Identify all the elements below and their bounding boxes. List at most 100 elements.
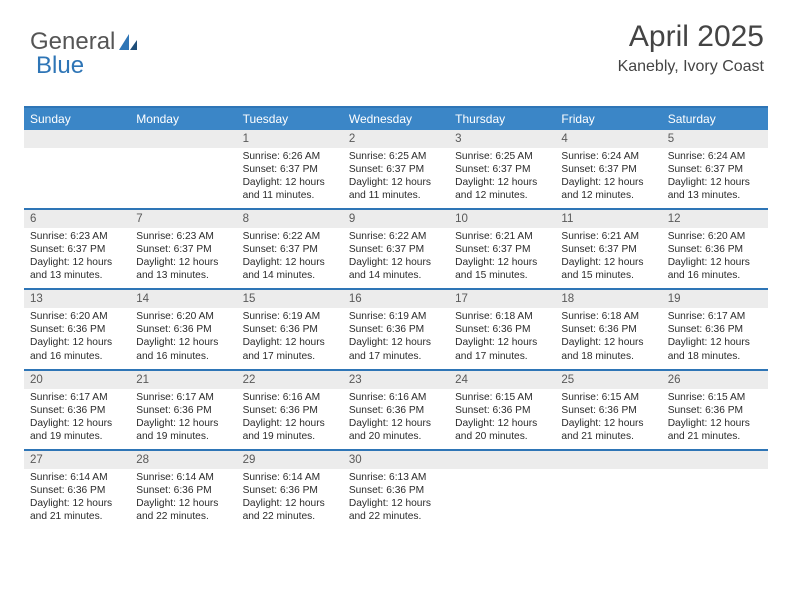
- daylight-text: Daylight: 12 hours and 16 minutes.: [30, 336, 124, 362]
- day-body: Sunrise: 6:19 AMSunset: 6:36 PMDaylight:…: [343, 308, 449, 368]
- sunrise-text: Sunrise: 6:25 AM: [349, 150, 443, 163]
- calendar-day-cell: [555, 451, 661, 529]
- day-number: 29: [237, 451, 343, 469]
- sunset-text: Sunset: 6:37 PM: [455, 243, 549, 256]
- calendar-day-cell: 7Sunrise: 6:23 AMSunset: 6:37 PMDaylight…: [130, 210, 236, 288]
- day-number: 11: [555, 210, 661, 228]
- sunset-text: Sunset: 6:36 PM: [30, 404, 124, 417]
- sunset-text: Sunset: 6:36 PM: [30, 484, 124, 497]
- calendar-table: Sunday Monday Tuesday Wednesday Thursday…: [24, 106, 768, 529]
- daylight-text: Daylight: 12 hours and 16 minutes.: [136, 336, 230, 362]
- day-body: Sunrise: 6:20 AMSunset: 6:36 PMDaylight:…: [662, 228, 768, 288]
- daylight-text: Daylight: 12 hours and 13 minutes.: [30, 256, 124, 282]
- daylight-text: Daylight: 12 hours and 11 minutes.: [243, 176, 337, 202]
- sunrise-text: Sunrise: 6:24 AM: [561, 150, 655, 163]
- day-number: 2: [343, 130, 449, 148]
- day-body: Sunrise: 6:15 AMSunset: 6:36 PMDaylight:…: [662, 389, 768, 449]
- sunset-text: Sunset: 6:36 PM: [668, 323, 762, 336]
- daylight-text: Daylight: 12 hours and 16 minutes.: [668, 256, 762, 282]
- calendar-day-cell: 25Sunrise: 6:15 AMSunset: 6:36 PMDayligh…: [555, 371, 661, 449]
- day-number: 19: [662, 290, 768, 308]
- calendar-day-cell: 23Sunrise: 6:16 AMSunset: 6:36 PMDayligh…: [343, 371, 449, 449]
- day-body: Sunrise: 6:22 AMSunset: 6:37 PMDaylight:…: [343, 228, 449, 288]
- calendar-day-cell: 22Sunrise: 6:16 AMSunset: 6:36 PMDayligh…: [237, 371, 343, 449]
- calendar-week-row: 20Sunrise: 6:17 AMSunset: 6:36 PMDayligh…: [24, 371, 768, 449]
- day-body: Sunrise: 6:17 AMSunset: 6:36 PMDaylight:…: [662, 308, 768, 368]
- sunset-text: Sunset: 6:37 PM: [243, 243, 337, 256]
- day-body: Sunrise: 6:16 AMSunset: 6:36 PMDaylight:…: [343, 389, 449, 449]
- sunrise-text: Sunrise: 6:15 AM: [455, 391, 549, 404]
- day-body: Sunrise: 6:15 AMSunset: 6:36 PMDaylight:…: [449, 389, 555, 449]
- day-body: Sunrise: 6:20 AMSunset: 6:36 PMDaylight:…: [24, 308, 130, 368]
- daylight-text: Daylight: 12 hours and 19 minutes.: [243, 417, 337, 443]
- calendar-day-cell: [449, 451, 555, 529]
- daylight-text: Daylight: 12 hours and 13 minutes.: [668, 176, 762, 202]
- sunrise-text: Sunrise: 6:15 AM: [561, 391, 655, 404]
- daylight-text: Daylight: 12 hours and 17 minutes.: [243, 336, 337, 362]
- col-header-sunday: Sunday: [24, 108, 130, 130]
- day-body: [130, 148, 236, 208]
- day-number: 13: [24, 290, 130, 308]
- day-body: Sunrise: 6:24 AMSunset: 6:37 PMDaylight:…: [555, 148, 661, 208]
- day-number: 8: [237, 210, 343, 228]
- page-title-location: Kanebly, Ivory Coast: [618, 58, 764, 76]
- day-body: Sunrise: 6:26 AMSunset: 6:37 PMDaylight:…: [237, 148, 343, 208]
- day-number: 28: [130, 451, 236, 469]
- day-body: Sunrise: 6:21 AMSunset: 6:37 PMDaylight:…: [449, 228, 555, 288]
- day-body: Sunrise: 6:18 AMSunset: 6:36 PMDaylight:…: [449, 308, 555, 368]
- calendar-day-cell: 3Sunrise: 6:25 AMSunset: 6:37 PMDaylight…: [449, 130, 555, 208]
- daylight-text: Daylight: 12 hours and 17 minutes.: [455, 336, 549, 362]
- day-number: 21: [130, 371, 236, 389]
- sunset-text: Sunset: 6:36 PM: [349, 404, 443, 417]
- calendar-day-cell: 28Sunrise: 6:14 AMSunset: 6:36 PMDayligh…: [130, 451, 236, 529]
- day-number: 6: [24, 210, 130, 228]
- day-body: Sunrise: 6:18 AMSunset: 6:36 PMDaylight:…: [555, 308, 661, 368]
- sunset-text: Sunset: 6:36 PM: [136, 323, 230, 336]
- sunset-text: Sunset: 6:36 PM: [243, 404, 337, 417]
- sunrise-text: Sunrise: 6:19 AM: [243, 310, 337, 323]
- day-number: 15: [237, 290, 343, 308]
- sunrise-text: Sunrise: 6:14 AM: [243, 471, 337, 484]
- day-number: 23: [343, 371, 449, 389]
- day-number: [662, 451, 768, 469]
- daylight-text: Daylight: 12 hours and 22 minutes.: [243, 497, 337, 523]
- calendar-day-cell: [662, 451, 768, 529]
- sunset-text: Sunset: 6:37 PM: [136, 243, 230, 256]
- day-number: 24: [449, 371, 555, 389]
- day-number: 18: [555, 290, 661, 308]
- sunset-text: Sunset: 6:36 PM: [561, 404, 655, 417]
- day-number: 22: [237, 371, 343, 389]
- calendar-day-cell: 21Sunrise: 6:17 AMSunset: 6:36 PMDayligh…: [130, 371, 236, 449]
- calendar-day-cell: 4Sunrise: 6:24 AMSunset: 6:37 PMDaylight…: [555, 130, 661, 208]
- calendar-day-cell: 6Sunrise: 6:23 AMSunset: 6:37 PMDaylight…: [24, 210, 130, 288]
- calendar-day-cell: 24Sunrise: 6:15 AMSunset: 6:36 PMDayligh…: [449, 371, 555, 449]
- daylight-text: Daylight: 12 hours and 20 minutes.: [455, 417, 549, 443]
- calendar-day-cell: 17Sunrise: 6:18 AMSunset: 6:36 PMDayligh…: [449, 290, 555, 368]
- col-header-saturday: Saturday: [662, 108, 768, 130]
- day-number: 30: [343, 451, 449, 469]
- sunset-text: Sunset: 6:36 PM: [136, 404, 230, 417]
- sunset-text: Sunset: 6:36 PM: [349, 484, 443, 497]
- sunset-text: Sunset: 6:36 PM: [455, 404, 549, 417]
- daylight-text: Daylight: 12 hours and 21 minutes.: [30, 497, 124, 523]
- calendar-day-cell: 10Sunrise: 6:21 AMSunset: 6:37 PMDayligh…: [449, 210, 555, 288]
- calendar-week-row: 1Sunrise: 6:26 AMSunset: 6:37 PMDaylight…: [24, 130, 768, 208]
- day-body: Sunrise: 6:23 AMSunset: 6:37 PMDaylight:…: [24, 228, 130, 288]
- sunset-text: Sunset: 6:37 PM: [561, 243, 655, 256]
- calendar-day-cell: 20Sunrise: 6:17 AMSunset: 6:36 PMDayligh…: [24, 371, 130, 449]
- sunset-text: Sunset: 6:37 PM: [455, 163, 549, 176]
- day-number: 5: [662, 130, 768, 148]
- calendar-day-cell: 9Sunrise: 6:22 AMSunset: 6:37 PMDaylight…: [343, 210, 449, 288]
- day-number: 26: [662, 371, 768, 389]
- calendar-day-cell: 11Sunrise: 6:21 AMSunset: 6:37 PMDayligh…: [555, 210, 661, 288]
- day-body: Sunrise: 6:22 AMSunset: 6:37 PMDaylight:…: [237, 228, 343, 288]
- col-header-wednesday: Wednesday: [343, 108, 449, 130]
- day-number: 7: [130, 210, 236, 228]
- daylight-text: Daylight: 12 hours and 20 minutes.: [349, 417, 443, 443]
- calendar-day-cell: 16Sunrise: 6:19 AMSunset: 6:36 PMDayligh…: [343, 290, 449, 368]
- sunset-text: Sunset: 6:36 PM: [455, 323, 549, 336]
- calendar-day-cell: 2Sunrise: 6:25 AMSunset: 6:37 PMDaylight…: [343, 130, 449, 208]
- daylight-text: Daylight: 12 hours and 12 minutes.: [455, 176, 549, 202]
- sunset-text: Sunset: 6:36 PM: [243, 484, 337, 497]
- day-body: Sunrise: 6:14 AMSunset: 6:36 PMDaylight:…: [130, 469, 236, 529]
